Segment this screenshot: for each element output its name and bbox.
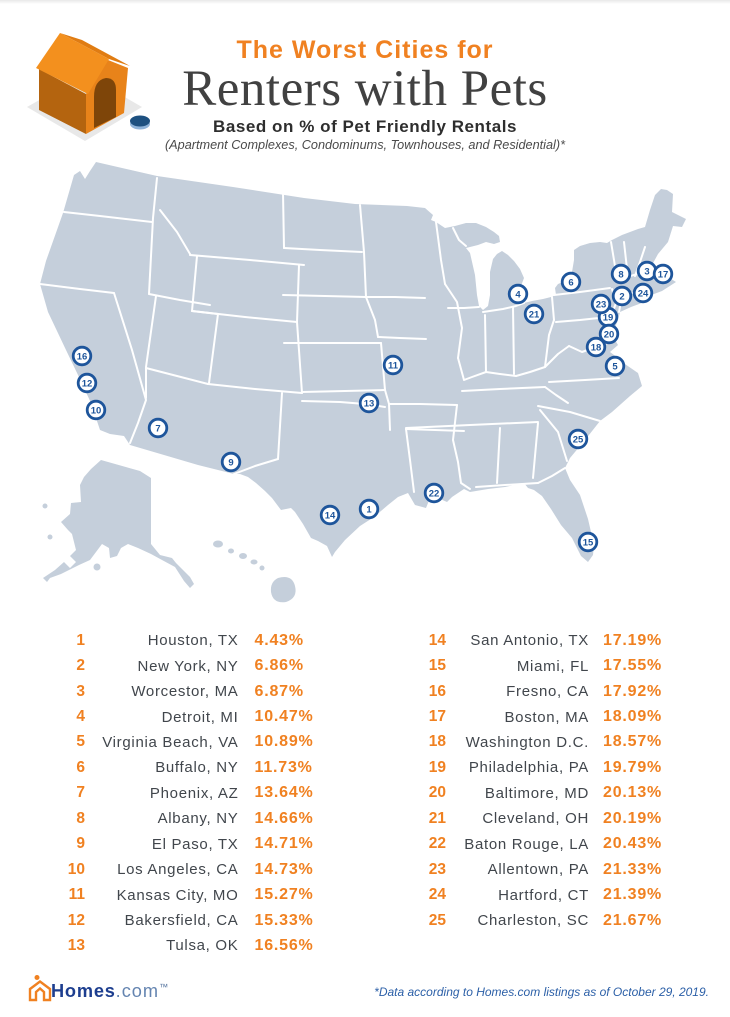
svg-text:12: 12 [82, 378, 93, 389]
svg-text:8: 8 [618, 269, 623, 280]
svg-text:23: 23 [596, 299, 607, 310]
svg-text:20: 20 [604, 329, 615, 340]
svg-text:4: 4 [515, 289, 521, 300]
svg-text:3: 3 [644, 266, 649, 277]
svg-text:25: 25 [573, 434, 584, 445]
svg-text:22: 22 [429, 488, 440, 499]
svg-text:18: 18 [591, 342, 602, 353]
svg-text:14: 14 [325, 510, 336, 521]
svg-text:7: 7 [155, 423, 160, 434]
svg-text:16: 16 [77, 351, 88, 362]
svg-text:5: 5 [612, 361, 618, 372]
svg-text:11: 11 [388, 360, 399, 371]
svg-text:19: 19 [603, 312, 614, 323]
svg-text:13: 13 [364, 398, 375, 409]
svg-text:24: 24 [638, 288, 649, 299]
svg-text:6: 6 [568, 277, 573, 288]
svg-text:17: 17 [658, 269, 669, 280]
svg-text:1: 1 [366, 504, 372, 515]
svg-text:9: 9 [228, 457, 233, 468]
svg-text:15: 15 [583, 537, 594, 548]
svg-text:2: 2 [619, 291, 624, 302]
svg-text:10: 10 [91, 405, 102, 416]
svg-text:21: 21 [529, 309, 540, 320]
